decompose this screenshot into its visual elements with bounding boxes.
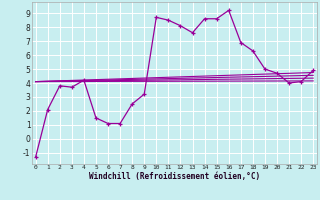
X-axis label: Windchill (Refroidissement éolien,°C): Windchill (Refroidissement éolien,°C) — [89, 172, 260, 181]
